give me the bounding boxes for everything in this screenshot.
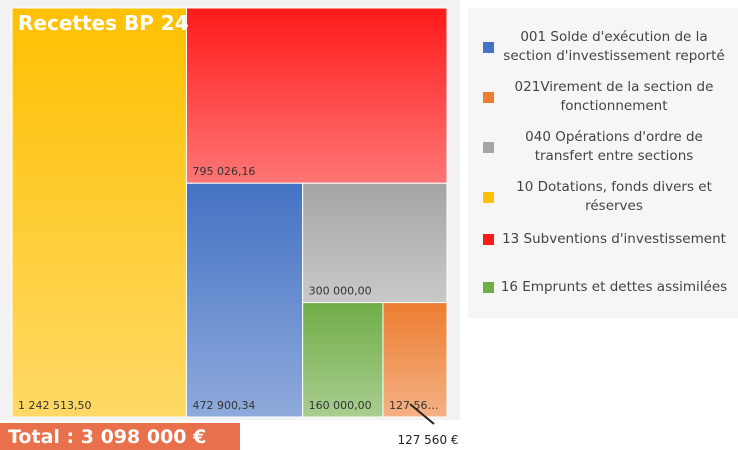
legend-item[interactable]: 16 Emprunts et dettes assimilées xyxy=(468,278,738,297)
chart-title: Recettes BP 24 xyxy=(18,11,189,35)
legend-label: 13 Subventions d'investissement xyxy=(502,231,726,247)
value-label: 472 900,34 xyxy=(192,399,255,412)
legend-swatch xyxy=(483,191,494,203)
total-box xyxy=(0,423,240,450)
total-label: Total : 3 098 000 € xyxy=(8,426,206,448)
cell-shine xyxy=(186,8,447,184)
value-label: 160 000,00 xyxy=(309,399,372,412)
legend: 001 Solde d'exécution de la section d'in… xyxy=(468,8,738,318)
legend-item[interactable]: 13 Subventions d'investissement xyxy=(468,230,738,249)
legend-swatch xyxy=(483,91,494,103)
legend-swatch xyxy=(483,234,494,245)
value-label: 795 026,16 xyxy=(192,165,255,178)
cells: 1 242 513,50 795 026,16 472 900,34 300 000,… xyxy=(11,7,448,418)
legend-label: 040 Opérations d'ordre de transfert entr… xyxy=(525,129,703,164)
legend-item[interactable]: 021Virement de la section de fonctionnem… xyxy=(468,78,738,116)
cell-shine xyxy=(382,302,447,417)
callout-line xyxy=(409,403,435,425)
legend-label: 10 Dotations, fonds divers et réserves xyxy=(516,179,712,214)
cell-shine xyxy=(302,302,383,417)
annotation: 127 560 € xyxy=(397,433,458,447)
legend-label: 16 Emprunts et dettes assimilées xyxy=(500,279,728,295)
value-label: 127 56… xyxy=(389,399,439,412)
cell-shine xyxy=(302,183,447,303)
legend-item[interactable]: 040 Opérations d'ordre de transfert entr… xyxy=(468,128,738,166)
cell-shine xyxy=(12,8,187,417)
value-label: 300 000,00 xyxy=(309,285,372,298)
legend-item[interactable]: 10 Dotations, fonds divers et réserves xyxy=(468,178,738,216)
cell-shine xyxy=(186,183,303,417)
value-label: 1 242 513,50 xyxy=(18,399,91,412)
legend-swatch xyxy=(483,41,494,53)
legend-label: 021Virement de la section de fonctionnem… xyxy=(514,79,714,114)
legend-swatch xyxy=(483,141,494,153)
legend-label: 001 Solde d'exécution de la section d'in… xyxy=(503,29,725,64)
legend-item[interactable]: 001 Solde d'exécution de la section d'in… xyxy=(468,28,738,66)
legend-swatch xyxy=(483,282,494,293)
